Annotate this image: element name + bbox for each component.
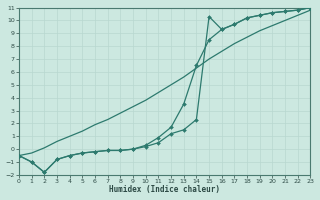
X-axis label: Humidex (Indice chaleur): Humidex (Indice chaleur) <box>109 185 220 194</box>
